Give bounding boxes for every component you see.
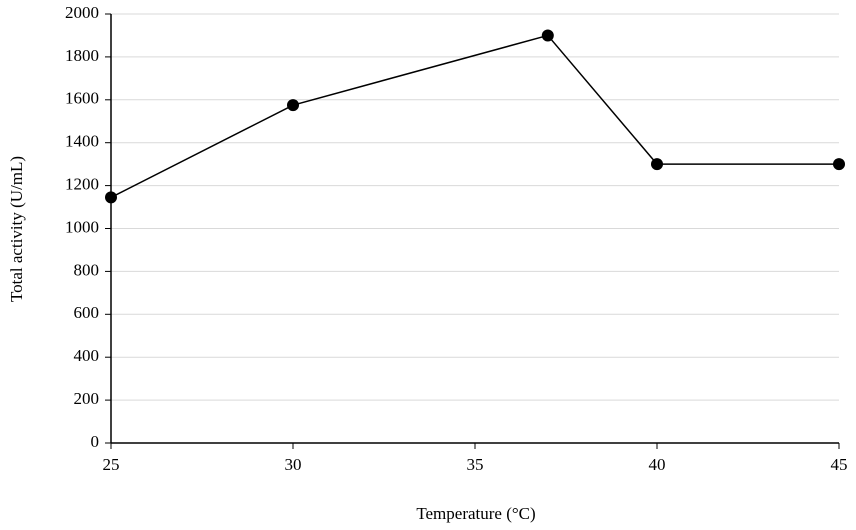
y-tick-label: 1200 [65, 175, 99, 194]
y-tick-label: 1400 [65, 132, 99, 151]
y-tick-label: 200 [74, 389, 100, 408]
y-axis-label: Total activity (U/mL) [7, 156, 26, 302]
y-tick-label: 600 [74, 303, 100, 322]
x-tick-label: 45 [831, 455, 848, 474]
x-tick-label: 25 [103, 455, 120, 474]
x-tick-label: 40 [649, 455, 666, 474]
y-tick-label: 1600 [65, 89, 99, 108]
x-tick-label: 35 [467, 455, 484, 474]
y-tick-label: 800 [74, 260, 100, 279]
data-line [110, 34, 839, 199]
x-axis-label: Temperature (°C) [416, 504, 535, 523]
y-tick-label: 1800 [65, 46, 99, 65]
y-tick-label: 0 [91, 432, 100, 451]
data-point [287, 99, 299, 112]
y-tick-label: 1000 [65, 217, 99, 236]
data-point [833, 158, 845, 171]
x-tick-label: 30 [285, 455, 302, 474]
data-point [651, 158, 663, 171]
y-tick-label: 400 [74, 346, 100, 365]
data-point [541, 29, 554, 42]
data-point [105, 191, 117, 204]
y-tick-label: 2000 [65, 3, 99, 22]
